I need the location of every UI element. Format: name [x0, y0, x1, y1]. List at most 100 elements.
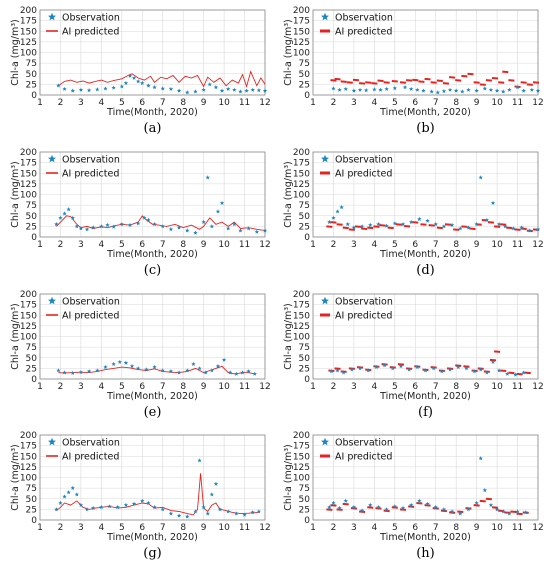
plot-frame	[39, 434, 266, 521]
x-tick-label: 7	[160, 523, 166, 533]
observation-point	[191, 361, 196, 366]
ai-predicted-mark	[404, 224, 411, 228]
ai-predicted-mark	[371, 82, 378, 85]
y-tick-label: 200	[20, 431, 37, 441]
x-tick-label: 2	[331, 523, 337, 533]
observation-point	[384, 86, 389, 91]
observation-point	[226, 226, 231, 231]
x-tick-label: 7	[160, 240, 166, 250]
x-tick-label: 5	[392, 382, 398, 392]
observation-point	[496, 368, 502, 373]
x-tick-label: 9	[474, 98, 480, 108]
ai-predicted-mark	[348, 228, 355, 231]
ai-predicted-mark	[479, 83, 486, 86]
x-tick-label: 11	[512, 382, 523, 392]
x-tick-label: 4	[371, 240, 377, 250]
x-tick-label: 1	[37, 382, 43, 392]
plot-frame	[312, 434, 539, 521]
x-tick-label: 12	[532, 382, 543, 392]
y-tick-label: 50	[299, 70, 311, 80]
ai-predicted-mark	[514, 228, 521, 231]
y-axis-label: Chl-a (mg/m³)	[283, 303, 294, 370]
x-tick-label: 12	[532, 240, 543, 250]
observation-point	[535, 227, 541, 232]
ai-predicted-mark	[436, 79, 443, 83]
observation-point	[168, 86, 174, 91]
ai-predicted-mark	[424, 77, 431, 81]
observation-point	[382, 363, 387, 368]
observation-point	[376, 504, 381, 510]
observation-point	[392, 504, 397, 509]
y-tick-label: 125	[293, 463, 310, 473]
observation-point	[127, 222, 133, 227]
observation-point	[339, 204, 344, 210]
ai-predicted-mark	[473, 504, 480, 507]
y-tick-label: 125	[20, 180, 37, 190]
observation-point	[58, 500, 63, 505]
observation-point	[226, 509, 231, 514]
observation-point	[232, 87, 237, 92]
observation-point	[466, 87, 471, 92]
observation-point	[140, 498, 145, 503]
legend-observation-marker	[321, 154, 329, 163]
y-tick-label: 175	[293, 442, 310, 452]
observation-point	[415, 87, 420, 92]
observation-point	[431, 366, 436, 371]
ai-predicted-mark	[473, 81, 480, 84]
x-tick-label: 11	[239, 98, 250, 108]
observation-point	[152, 504, 157, 510]
legend-observation-label: Observation	[62, 155, 120, 166]
ai-predicted-mark	[461, 74, 468, 78]
ai-predicted-mark	[352, 78, 360, 82]
legend-observation-marker	[48, 437, 56, 446]
observation-point	[521, 370, 526, 375]
x-tick-label: 1	[310, 240, 316, 250]
ai-predicted-mark	[375, 507, 382, 510]
observation-point	[262, 228, 268, 233]
observation-point	[409, 502, 414, 507]
plot-frame	[39, 151, 266, 238]
x-tick-label: 8	[180, 382, 186, 392]
observation-point	[351, 225, 357, 230]
x-tick-label: 1	[37, 523, 43, 533]
x-axis-label: Time(Month, 2020)	[106, 249, 198, 260]
observation-point	[421, 88, 426, 93]
observation-point	[238, 228, 243, 233]
legend-ai-predicted-label: AI predicted	[335, 169, 392, 180]
observation-point	[91, 225, 96, 230]
observation-point	[458, 226, 463, 231]
observation-point	[256, 88, 262, 93]
ai-predicted-mark	[340, 80, 347, 83]
x-tick-label: 12	[259, 382, 270, 392]
x-tick-label: 5	[119, 98, 125, 108]
y-tick-label: 175	[20, 442, 37, 452]
observation-point	[515, 509, 520, 514]
observation-point	[209, 492, 214, 497]
observation-point	[193, 89, 198, 94]
observation-point	[78, 369, 84, 375]
observation-point	[345, 221, 350, 227]
legend-ai-predicted-label: AI predicted	[335, 452, 392, 463]
legend-observation-label: Observation	[62, 297, 120, 308]
observation-point	[490, 200, 496, 205]
ai-predicted-mark	[336, 223, 343, 226]
y-tick-label: 200	[293, 290, 310, 300]
ai-predicted-mark	[361, 227, 368, 230]
observation-point	[327, 219, 332, 224]
panel-label: (d)	[416, 263, 434, 278]
observation-point	[400, 221, 406, 227]
observation-point	[464, 366, 469, 371]
observation-point	[70, 485, 75, 490]
y-tick-label: 75	[26, 343, 37, 353]
observation-point	[66, 490, 71, 495]
observation-point	[129, 363, 135, 369]
observation-point	[400, 505, 406, 510]
observation-point	[131, 75, 137, 80]
observation-point	[250, 87, 255, 92]
observation-point	[176, 513, 182, 518]
observation-point	[256, 509, 262, 514]
x-tick-label: 1	[310, 523, 316, 533]
